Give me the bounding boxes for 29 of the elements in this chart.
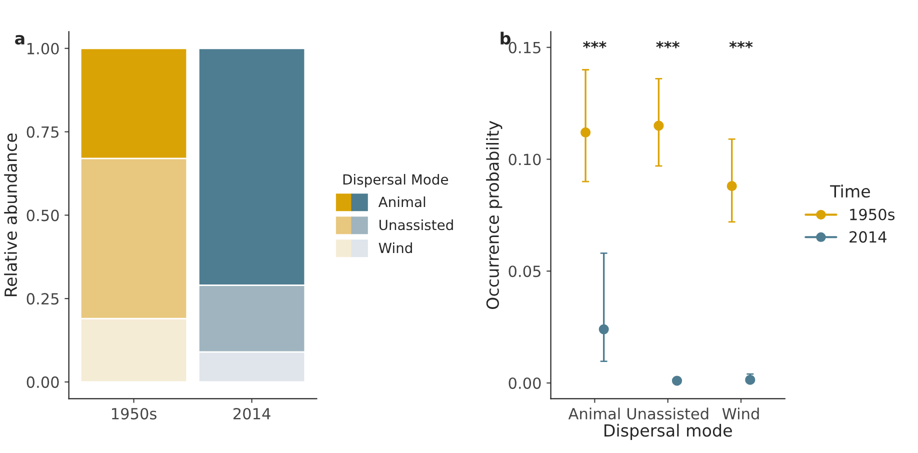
y-tick-label: 0.50 (26, 210, 59, 222)
x-axis-title: Dispersal mode (604, 424, 732, 440)
x-tick-label: 1950s (112, 408, 156, 420)
legend-label: 1950s (850, 208, 895, 220)
annotation: *** (583, 41, 606, 48)
legend-title: Time (830, 184, 870, 198)
y-tick-label: 0.00 (26, 376, 59, 388)
legend-label: Wind (378, 242, 412, 254)
x-tick-label: Animal (568, 408, 620, 420)
y-tick-label: 0.25 (26, 293, 58, 305)
x-tick-label: 2014 (233, 408, 270, 420)
legend-title: Dispersal Mode (343, 174, 448, 188)
legend-label: Unassisted (380, 219, 453, 230)
legend-label: Animal (378, 196, 426, 208)
y-tick-label: 0.75 (26, 126, 58, 138)
annotation: *** (729, 41, 753, 48)
y-tick-label: 0.10 (508, 154, 541, 166)
chart-title: a (15, 35, 24, 45)
y-tick-label: 0.00 (508, 377, 541, 389)
y-tick-label: 0.15 (508, 42, 540, 54)
y-axis-title: Relative abundance (4, 133, 18, 296)
y-tick-label: 1.00 (27, 42, 59, 54)
x-tick-label: Unassisted (627, 408, 708, 420)
y-axis-title: Occurrence probability (486, 120, 502, 309)
x-tick-label: Wind (722, 408, 759, 420)
y-tick-label: 0.05 (508, 266, 540, 278)
legend-label: 2014 (850, 231, 886, 243)
chart-title: b (500, 32, 510, 45)
annotation: *** (656, 41, 680, 48)
